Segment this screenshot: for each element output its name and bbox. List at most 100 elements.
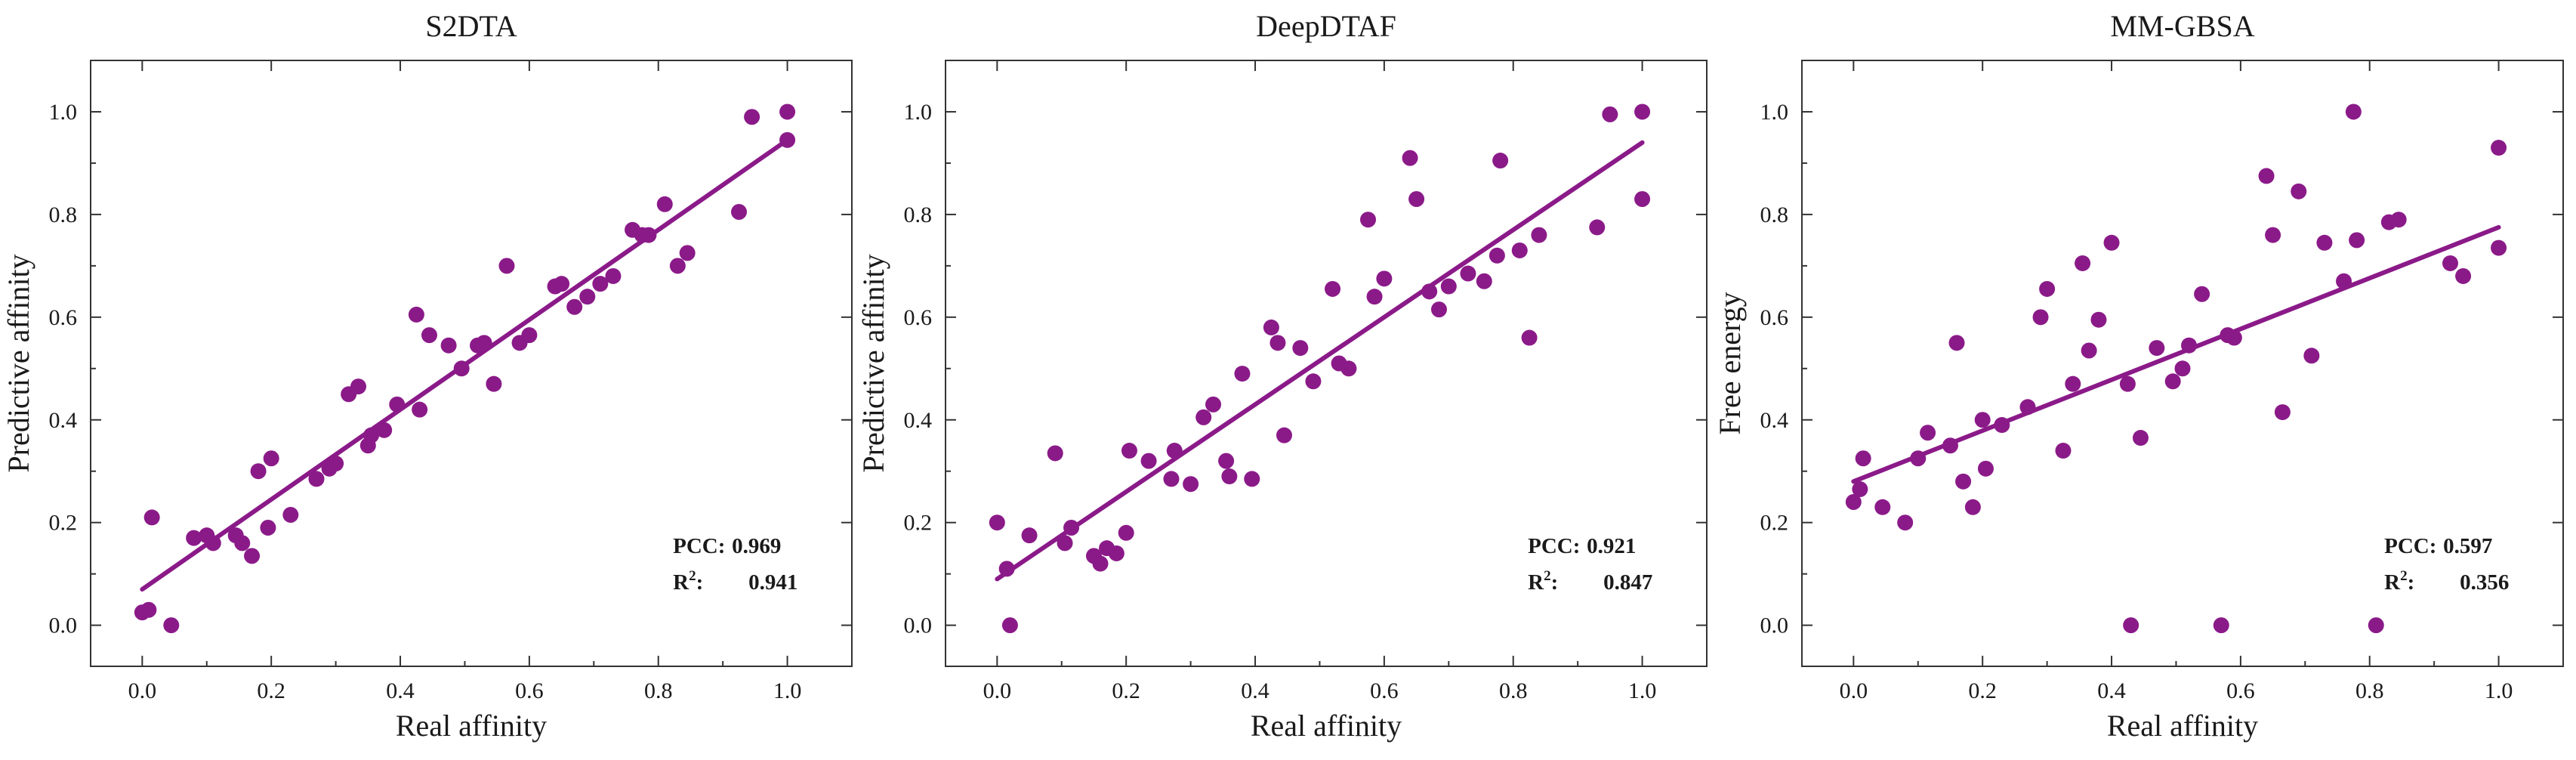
y-tick-label: 0.6	[1760, 305, 1789, 330]
scatter-point	[1325, 280, 1341, 297]
x-axis-label: Real affinity	[1251, 709, 1402, 743]
scatter-panel-s2dta: S2DTA 0.0 0.2 0.4 0.6 0.8 1.0 0.0 0.2 0.4 0.6 0.8 1.…	[2, 9, 853, 743]
scatter-point	[498, 258, 515, 274]
scatter-point	[440, 337, 457, 354]
y-tick-label: 0.4	[904, 408, 933, 433]
scatter-point	[2090, 311, 2107, 328]
scatter-point	[1360, 212, 1377, 228]
x-tick-label: 1.0	[1628, 678, 1657, 703]
scatter-point	[1845, 494, 1862, 511]
scatter-point	[1955, 473, 1972, 490]
r2-superscript: 2	[689, 568, 696, 584]
scatter-point	[779, 103, 796, 120]
r2-superscript: 2	[1544, 568, 1551, 584]
scatter-point	[2390, 212, 2407, 228]
r2-label: R2:	[2384, 568, 2414, 595]
scatter-point	[1460, 265, 1476, 282]
x-tick-label: 0.6	[515, 678, 544, 703]
scatter-point	[1108, 545, 1124, 561]
scatter-point	[998, 561, 1015, 577]
scatter-point	[1121, 443, 1137, 459]
pcc-label: PCC:	[1528, 534, 1580, 558]
scatter-point	[2258, 168, 2275, 184]
scatter-point	[2274, 404, 2291, 421]
x-tick-label: 0.8	[1499, 678, 1528, 703]
scatter-point	[308, 471, 325, 487]
scatter-point	[1276, 427, 1292, 443]
x-axis-label: Real affinity	[2107, 709, 2258, 743]
scatter-point	[2303, 348, 2320, 364]
r2-value: 0.941	[748, 570, 797, 595]
scatter-point	[731, 204, 748, 220]
y-tick-label: 0.2	[1760, 511, 1789, 536]
x-tick-label: 0.0	[983, 678, 1012, 703]
scatter-point	[2081, 342, 2097, 359]
y-tick-label: 1.0	[49, 100, 78, 125]
scatter-point	[1366, 289, 1383, 305]
pcc-value: 0.969	[732, 534, 781, 558]
scatter-point	[2019, 399, 2036, 416]
scatter-point	[2265, 227, 2281, 243]
scatter-point	[2213, 617, 2229, 634]
r2-label: R2:	[1528, 568, 1558, 595]
chart-title: DeepDTAF	[1256, 9, 1396, 43]
y-tick-label: 1.0	[904, 100, 933, 125]
pcc-value: 0.921	[1587, 534, 1636, 558]
r2-colon: :	[2408, 570, 2415, 595]
scatter-point	[2039, 280, 2056, 297]
scatter-point	[1897, 514, 1914, 531]
r2-value: 0.356	[2460, 570, 2509, 595]
y-tick-label: 0.0	[49, 613, 78, 638]
scatter-point	[656, 196, 673, 212]
r2-letter: R	[2384, 570, 2401, 595]
scatter-point	[1402, 150, 1418, 166]
scatter-point	[744, 109, 760, 125]
scatter-point	[1021, 527, 1038, 544]
scatter-point	[2455, 267, 2472, 284]
scatter-point	[1340, 360, 1357, 377]
scatter-point	[1001, 617, 1018, 634]
scatter-point	[1183, 476, 1199, 493]
scatter-point	[1521, 329, 1538, 346]
x-tick-label: 0.2	[1968, 678, 1997, 703]
x-tick-label: 0.2	[257, 678, 285, 703]
y-tick-label: 0.2	[904, 511, 933, 536]
scatter-point	[1166, 443, 1183, 459]
scatter-point	[2349, 232, 2365, 249]
scatter-point	[1440, 278, 1457, 295]
plot-frame	[1801, 60, 2564, 667]
scatter-point	[250, 463, 267, 480]
scatter-point	[2055, 443, 2072, 459]
y-axis-label: Predictive affinity	[856, 254, 890, 472]
scatter-point	[2123, 617, 2139, 634]
chart-title: MM-GBSA	[2110, 9, 2254, 43]
scatter-point	[1218, 453, 1235, 469]
scatter-point	[1634, 103, 1651, 120]
scatter-point	[1118, 524, 1134, 541]
scatter-point	[2032, 309, 2049, 326]
scatter-point	[1910, 450, 1927, 467]
scatter-point	[263, 450, 279, 467]
x-tick-label: 0.2	[1112, 678, 1140, 703]
scatter-point	[1305, 373, 1322, 390]
scatter-point	[2065, 375, 2081, 392]
y-tick-label: 0.4	[49, 408, 78, 433]
x-tick-label: 1.0	[773, 678, 802, 703]
scatter-point	[234, 535, 251, 551]
scatter-point	[1852, 481, 1868, 498]
scatter-point	[1269, 335, 1286, 351]
r2-letter: R	[1528, 570, 1544, 595]
scatter-point	[2226, 329, 2242, 346]
scatter-point	[1205, 396, 1222, 412]
scatter-point	[1476, 273, 1492, 289]
y-axis-label: Free energy	[1713, 292, 1747, 434]
scatter-point	[186, 530, 202, 546]
scatter-point	[2194, 286, 2210, 302]
x-tick-label: 0.0	[128, 678, 157, 703]
scatter-point	[1292, 340, 1309, 357]
scatter-point	[1492, 153, 1509, 169]
y-tick-label: 0.2	[49, 511, 78, 536]
regression-line	[1851, 224, 2501, 484]
x-tick-label: 0.6	[1370, 678, 1399, 703]
